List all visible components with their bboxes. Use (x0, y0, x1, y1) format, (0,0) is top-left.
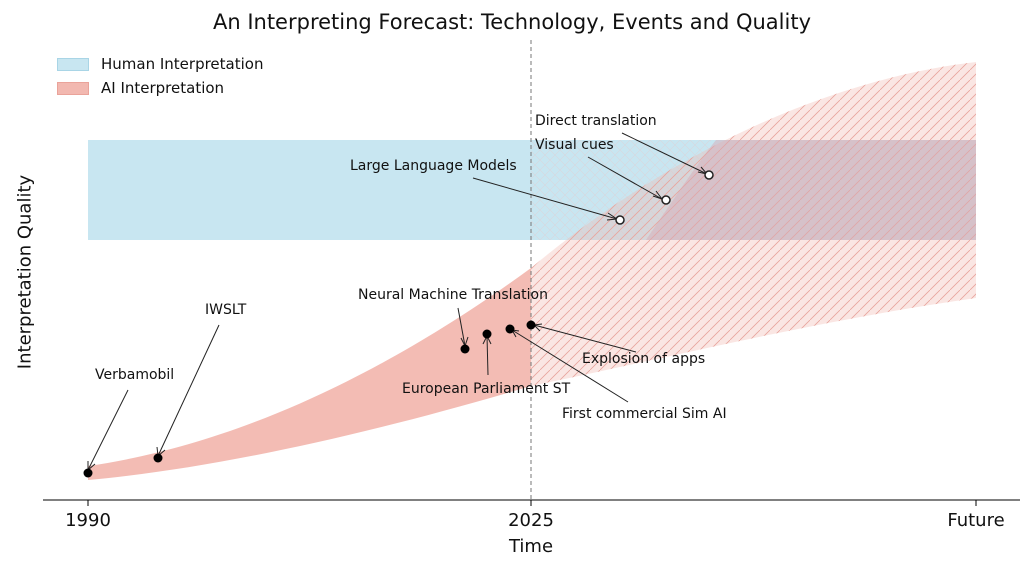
arrow-visual (587, 156, 663, 200)
annotation-verbamobil: Verbamobil (95, 367, 175, 383)
arrow-european (486, 335, 489, 376)
marker-nmt (460, 344, 470, 354)
marker-first-commercial (505, 324, 515, 334)
x-tick-label-2025: 2025 (508, 510, 554, 531)
marker-llm (615, 215, 625, 225)
annotation-visual-cues: Visual cues (535, 137, 614, 153)
ai-band-past (88, 268, 531, 480)
arrow-direct (621, 132, 708, 175)
x-tick-label-1990: 1990 (65, 510, 111, 531)
legend-swatch-human (57, 57, 89, 71)
x-axis-label: Time (508, 536, 554, 557)
legend-label-ai: AI Interpretation (101, 79, 225, 97)
marker-visual (661, 195, 671, 205)
legend-item-human: Human Interpretation (57, 52, 263, 76)
arrow-iwslt (157, 324, 220, 457)
arrow-explosion (533, 324, 637, 353)
arrow-first-commercial (511, 329, 629, 403)
legend-label-human: Human Interpretation (101, 55, 264, 73)
x-tick-label-future: Future (947, 510, 1005, 531)
overlap-region (646, 140, 976, 240)
legend-item-ai: AI Interpretation (57, 76, 263, 100)
arrow-llm (472, 177, 618, 220)
chart-title: An Interpreting Forecast: Technology, Ev… (212, 10, 812, 34)
ai-band-future-hatch (531, 62, 976, 386)
y-axis-label: Interpretation Quality (14, 174, 36, 370)
marker-direct (704, 170, 714, 180)
arrow-verbamobil (87, 389, 129, 471)
marker-iwslt (153, 453, 163, 463)
legend: Human Interpretation AI Interpretation (57, 52, 263, 100)
open-markers (615, 170, 714, 225)
marker-verbamobil (83, 468, 93, 478)
annotation-direct-translation: Direct translation (535, 113, 657, 129)
filled-markers (83, 320, 536, 478)
annotation-european-parliament: European Parliament ST (402, 381, 571, 397)
legend-swatch-ai (57, 81, 89, 95)
annotation-explosion: Explosion of apps (582, 351, 706, 367)
marker-explosion (526, 320, 536, 330)
annotation-llm: Large Language Models (350, 158, 517, 174)
annotation-first-commercial: First commercial Sim AI (562, 406, 727, 422)
arrow-nmt (457, 307, 466, 347)
annotation-iwslt: IWSLT (205, 302, 247, 318)
marker-european (482, 329, 492, 339)
annotation-nmt: Neural Machine Translation (358, 287, 548, 303)
annotation-arrows (87, 132, 708, 471)
